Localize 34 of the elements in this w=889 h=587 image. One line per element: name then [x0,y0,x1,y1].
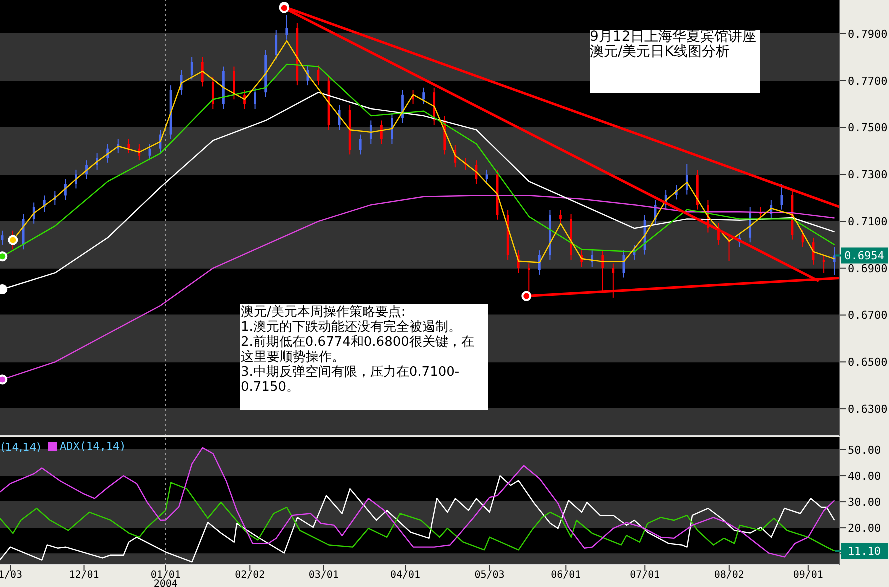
annotation: 2.前期低在0.6774和0.6800很关键，在这里要顺势操作。 [241,335,476,365]
annotation: 11.10 [848,545,882,558]
annotation: (14,14) [1,441,42,454]
x-tick-label: 04/01 [390,570,421,581]
y-tick-label: 0.7100 [848,215,888,228]
legend-label: ADX(14,14) [59,440,126,453]
y-tick-label: 0.6700 [848,309,888,322]
x-tick-label: 12/01 [69,570,100,581]
y-tick-label: 0.7500 [848,122,888,135]
annotation: 澳元/美元本周操作策略要点: [241,305,407,320]
y-tick-label: 0.7700 [848,74,888,88]
x-tick-label: 1/03 [0,570,23,581]
y-tick-label: 40.00 [848,470,882,483]
x-tick-label: 08/02 [714,570,744,581]
x-tick-label: 09/01 [793,570,824,581]
x-tick-label: 01/01 2004 [150,570,181,587]
y-tick-label: 0.7300 [848,168,888,182]
text: 9月12日上海华夏宾馆讲座 [590,29,758,45]
y-tick-label: 0.6300 [848,402,888,416]
text: 澳元/美元日K线图分析 [590,44,731,60]
y-tick-label: 0.6900 [848,262,888,276]
y-tick-label: 20.00 [848,522,882,535]
y-tick-label: 50.00 [848,444,882,457]
annotation: 0.6954 [844,250,885,263]
x-tick-label: 07/01 [630,570,660,581]
x-tick-label: 02/02 [235,570,266,581]
y-tick-label: 30.00 [848,496,882,509]
y-tick-label: 0.6500 [848,356,888,370]
x-tick-label: 05/03 [474,570,505,581]
annotation: 3.中期反弹空间有限，压力在0.7100-0.7150。 [241,365,461,395]
x-tick-label: 06/01 [551,570,582,581]
annotation: 1.澳元的下跌动能还没有完全被遏制。 [241,320,462,335]
x-tick-label: 03/01 [308,570,339,581]
y-tick-label: 0.7900 [848,28,888,41]
